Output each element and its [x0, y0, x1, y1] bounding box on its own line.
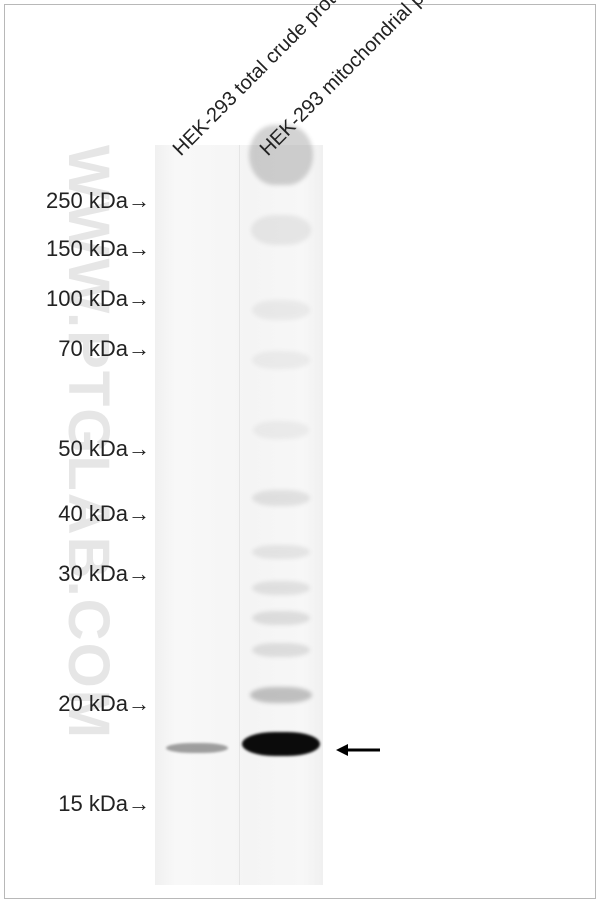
background-smear	[251, 215, 311, 245]
mw-marker-label: 100 kDa→	[46, 286, 150, 312]
background-smear	[252, 643, 310, 657]
background-smear	[252, 545, 310, 559]
mw-marker-label: 40 kDa→	[58, 501, 150, 527]
background-smear	[252, 490, 310, 506]
background-smear	[252, 300, 310, 320]
background-smear	[252, 351, 310, 369]
western-blot-membrane	[155, 145, 323, 885]
protein-band	[242, 732, 320, 756]
mw-marker-label: 30 kDa→	[58, 561, 150, 587]
mw-marker-label: 150 kDa→	[46, 236, 150, 262]
mw-marker-label: 50 kDa→	[58, 436, 150, 462]
mw-marker-label: 70 kDa→	[58, 336, 150, 362]
protein-band	[166, 743, 228, 753]
lane-separator	[239, 145, 240, 885]
background-smear	[250, 687, 312, 703]
mw-marker-label: 250 kDa→	[46, 188, 150, 214]
mw-marker-label: 15 kDa→	[58, 791, 150, 817]
target-band-arrow-icon	[334, 740, 382, 760]
background-smear	[252, 581, 310, 595]
background-smear	[253, 421, 309, 439]
mw-marker-label: 20 kDa→	[58, 691, 150, 717]
background-smear	[252, 611, 310, 625]
